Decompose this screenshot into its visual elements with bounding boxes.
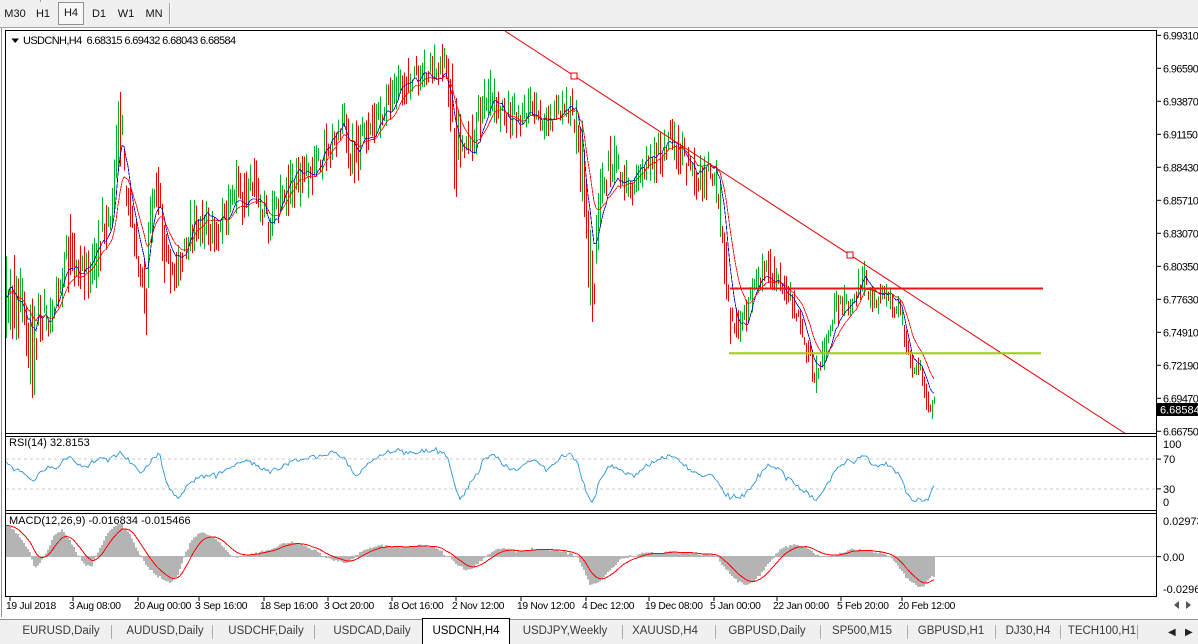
svg-text:20 Aug 00:00: 20 Aug 00:00 <box>134 601 192 612</box>
svg-text:6.77630: 6.77630 <box>1163 294 1198 306</box>
svg-text:0.029737: 0.029737 <box>1163 516 1198 528</box>
svg-text:2 Nov 12:00: 2 Nov 12:00 <box>452 601 505 612</box>
svg-text:20 Feb 12:00: 20 Feb 12:00 <box>898 601 956 612</box>
svg-text:19 Jul 2018: 19 Jul 2018 <box>6 601 57 612</box>
svg-text:6.96590: 6.96590 <box>1163 63 1198 75</box>
svg-text:5 Jan 00:00: 5 Jan 00:00 <box>710 601 761 612</box>
svg-text:6.91150: 6.91150 <box>1163 129 1198 141</box>
svg-text:18 Sep 16:00: 18 Sep 16:00 <box>260 601 318 612</box>
svg-text:70: 70 <box>1163 454 1175 466</box>
svg-text:6.88430: 6.88430 <box>1163 162 1198 174</box>
svg-text:6.66750: 6.66750 <box>1163 426 1198 438</box>
svg-text:6.83070: 6.83070 <box>1163 228 1198 240</box>
svg-text:6.74910: 6.74910 <box>1163 327 1198 339</box>
svg-text:100: 100 <box>1163 439 1181 451</box>
svg-text:USDCNH,H4 6.68315 6.69432 6.6: USDCNH,H4 6.68315 6.69432 6.68043 6.6858… <box>23 35 236 47</box>
svg-text:RSI(14) 32.8153: RSI(14) 32.8153 <box>9 437 90 449</box>
svg-text:6.72190: 6.72190 <box>1163 360 1198 372</box>
svg-text:6.69470: 6.69470 <box>1163 393 1198 405</box>
svg-text:30: 30 <box>1163 484 1175 496</box>
svg-text:3 Aug 08:00: 3 Aug 08:00 <box>69 601 121 612</box>
svg-text:-0.029678: -0.029678 <box>1163 584 1198 596</box>
svg-text:6.80350: 6.80350 <box>1163 261 1198 273</box>
svg-text:4 Dec 12:00: 4 Dec 12:00 <box>582 601 635 612</box>
svg-text:5 Feb 20:00: 5 Feb 20:00 <box>837 601 889 612</box>
svg-text:6.85710: 6.85710 <box>1163 195 1198 207</box>
svg-text:0: 0 <box>1163 497 1169 509</box>
svg-text:3 Oct 20:00: 3 Oct 20:00 <box>324 601 375 612</box>
svg-text:0.00: 0.00 <box>1163 552 1184 564</box>
svg-text:6.68584: 6.68584 <box>1160 405 1198 417</box>
svg-text:6.99310: 6.99310 <box>1163 30 1198 42</box>
svg-text:19 Dec 08:00: 19 Dec 08:00 <box>645 601 703 612</box>
svg-text:MACD(12,26,9) -0.016834 -0.015: MACD(12,26,9) -0.016834 -0.015466 <box>9 515 191 527</box>
svg-text:3 Sep 16:00: 3 Sep 16:00 <box>195 601 248 612</box>
svg-text:22 Jan 00:00: 22 Jan 00:00 <box>773 601 830 612</box>
svg-text:19 Nov 12:00: 19 Nov 12:00 <box>517 601 575 612</box>
svg-text:18 Oct 16:00: 18 Oct 16:00 <box>388 601 444 612</box>
svg-text:6.93870: 6.93870 <box>1163 96 1198 108</box>
